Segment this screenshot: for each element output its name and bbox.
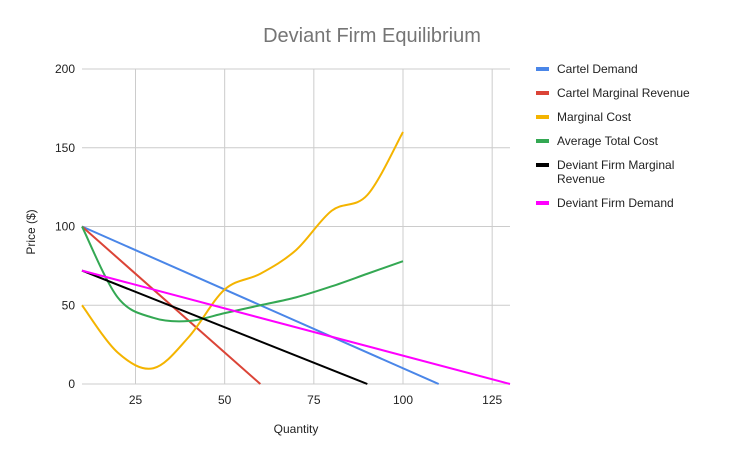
legend-item-deviant-firm-demand: Deviant Firm Demand: [536, 196, 674, 210]
series-line-deviant-firm-marginal-revenue: [81, 269, 368, 385]
y-tick-label: 50: [62, 298, 76, 312]
legend: Cartel Demand Cartel Marginal Revenue Marg…: [536, 62, 690, 210]
legend-label: Marginal Cost: [557, 110, 632, 124]
tick-labels: 0 50 100 150 200 25 50 75 100 125: [55, 62, 503, 407]
y-axis-label: Price ($): [24, 209, 38, 254]
legend-label: Deviant Firm Marginal: [557, 158, 674, 172]
y-tick-label: 100: [55, 220, 75, 234]
legend-swatch: [536, 67, 549, 71]
legend-item-average-total-cost: Average Total Cost: [536, 134, 659, 148]
series-line-deviant-firm-demand: [81, 269, 511, 385]
legend-swatch: [536, 91, 549, 95]
legend-item-marginal-cost: Marginal Cost: [536, 110, 632, 124]
legend-label: Cartel Marginal Revenue: [557, 86, 690, 100]
series-layer: [81, 131, 511, 385]
series-line-marginal-cost: [81, 131, 404, 370]
legend-label: Average Total Cost: [557, 134, 659, 148]
legend-label: Deviant Firm Demand: [557, 196, 674, 210]
legend-swatch: [536, 201, 549, 205]
series-line-average-total-cost: [81, 226, 404, 323]
x-tick-label: 100: [393, 393, 413, 407]
chart-title: Deviant Firm Equilibrium: [263, 25, 481, 47]
y-tick-label: 0: [68, 377, 75, 391]
x-tick-label: 75: [307, 393, 321, 407]
x-tick-label: 50: [218, 393, 232, 407]
legend-item-cartel-demand: Cartel Demand: [536, 62, 638, 76]
y-tick-label: 150: [55, 141, 75, 155]
x-axis-label: Quantity: [274, 422, 319, 436]
y-tick-label: 200: [55, 62, 75, 76]
grid: [82, 68, 510, 385]
legend-swatch: [536, 163, 549, 167]
legend-item-cartel-marginal-revenue: Cartel Marginal Revenue: [536, 86, 690, 100]
legend-swatch: [536, 115, 549, 119]
x-tick-label: 25: [129, 393, 143, 407]
x-tick-label: 125: [482, 393, 502, 407]
legend-label: Cartel Demand: [557, 62, 638, 76]
legend-label: Revenue: [557, 172, 605, 186]
legend-swatch: [536, 139, 549, 143]
